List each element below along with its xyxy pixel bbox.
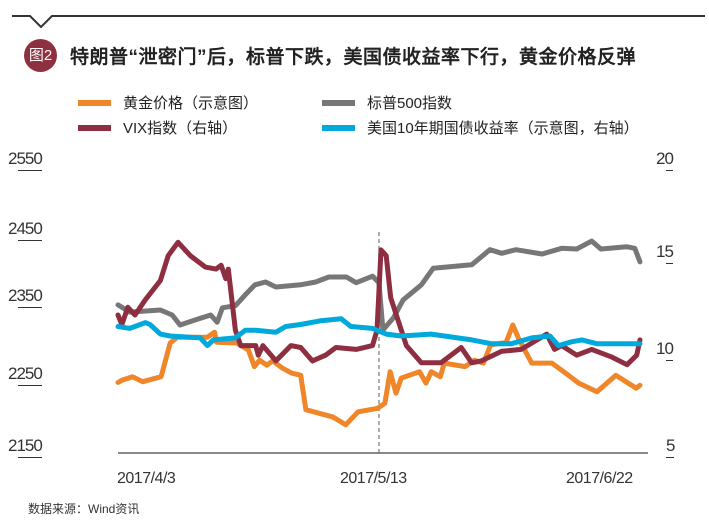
x-tick-label: 2017/4/3 (117, 470, 176, 487)
legend-label: 黄金价格（示意图） (123, 95, 259, 112)
right-tick-label: 10 (656, 339, 674, 361)
left-tick-label: 2550 (8, 149, 43, 171)
left-tick-label: 2150 (8, 436, 43, 458)
left-tick-label: 2450 (8, 219, 43, 241)
right-tick-label: 15 (656, 242, 674, 264)
legend-item-gold: 黄金价格（示意图） (78, 92, 258, 113)
figure-badge: 图2 (24, 39, 57, 72)
header-rule (12, 15, 705, 29)
legend-label: 美国10年期国债收益率（示意图，右轴） (367, 120, 639, 137)
legend-label: 标普500指数 (367, 95, 453, 112)
left-tick-label: 2350 (8, 286, 43, 308)
x-tick-label: 2017/5/13 (340, 470, 407, 487)
legend-swatch-sp500 (322, 99, 355, 106)
left-tick-label: 2250 (8, 364, 43, 386)
x-tick-label: 2017/6/22 (566, 470, 633, 487)
right-tick-label: 5 (656, 436, 675, 458)
legend-item-yield: 美国10年期国债收益率（示意图，右轴） (322, 117, 639, 138)
sp500-line (115, 238, 643, 333)
legend-label: VIX指数（右轴） (123, 120, 238, 137)
chart-title: 特朗普“泄密门”后，标普下跌，美国债收益率下行，黄金价格反弹 (70, 47, 637, 68)
legend-item-vix: VIX指数（右轴） (78, 117, 237, 138)
legend-item-sp500: 标普500指数 (322, 92, 452, 113)
legend-swatch-vix (78, 124, 111, 131)
right-tick-label: 20 (656, 149, 674, 171)
source-note: 数据来源：Wind资讯 (28, 502, 140, 516)
us10y-yield-line (115, 316, 643, 349)
gold-price-line (115, 322, 643, 428)
legend-swatch-gold (78, 99, 111, 106)
legend-swatch-yield (322, 124, 355, 131)
